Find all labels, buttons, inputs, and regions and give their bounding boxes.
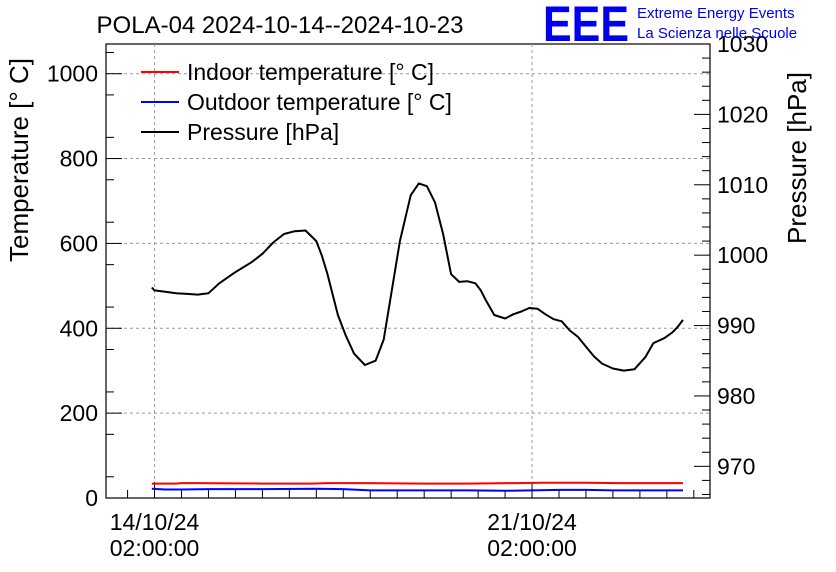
- legend-label: Outdoor temperature [° C]: [187, 89, 452, 115]
- x-tick-label-time: 02:00:00: [110, 535, 200, 561]
- series-layer: [151, 182, 684, 492]
- left-axis-title: Temperature [° C]: [4, 58, 34, 262]
- left-tick-label: 800: [60, 146, 98, 172]
- logo-line-2: La Scienza nelle Scuole: [637, 25, 797, 42]
- logo-line-1: Extreme Energy Events: [637, 5, 795, 22]
- left-tick-label: 1000: [47, 61, 98, 87]
- legend-label: Indoor temperature [° C]: [187, 59, 434, 85]
- right-tick-label: 1030: [717, 31, 768, 57]
- legend: Indoor temperature [° C] Outdoor temperat…: [141, 59, 452, 145]
- left-tick-label: 0: [85, 485, 98, 511]
- series-line: [151, 487, 683, 492]
- series-line: [151, 182, 684, 372]
- right-tick-label: 970: [717, 453, 755, 479]
- right-tick-label: 1010: [717, 172, 768, 198]
- left-tick-label: 400: [60, 315, 98, 341]
- plot-frame: [105, 43, 711, 499]
- left-tick-label: 200: [60, 400, 98, 426]
- right-axis-title: Pressure [hPa]: [782, 72, 812, 244]
- right-tick-label: 1020: [717, 101, 768, 127]
- legend-label: Pressure [hPa]: [187, 119, 339, 145]
- right-tick-label: 1000: [717, 242, 768, 268]
- chart-title: POLA-04 2024-10-14--2024-10-23: [97, 12, 464, 39]
- right-tick-label: 980: [717, 383, 755, 409]
- series-line: [151, 481, 683, 485]
- right-axis: 970 980 990 1000 1010 1020 1030: [694, 31, 768, 495]
- left-axis: 0 200 400 600 800 1000: [47, 51, 122, 511]
- left-tick-label: 600: [60, 230, 98, 256]
- grid: [106, 44, 710, 498]
- right-tick-label: 990: [717, 313, 755, 339]
- x-tick-label-time: 02:00:00: [487, 535, 577, 561]
- x-tick-label-date: 14/10/24: [110, 509, 200, 535]
- logo-mark: EEE: [543, 0, 629, 52]
- eee-logo: EEE Extreme Energy Events La Scienza nel…: [543, 0, 797, 52]
- x-tick-label-date: 21/10/24: [487, 509, 577, 535]
